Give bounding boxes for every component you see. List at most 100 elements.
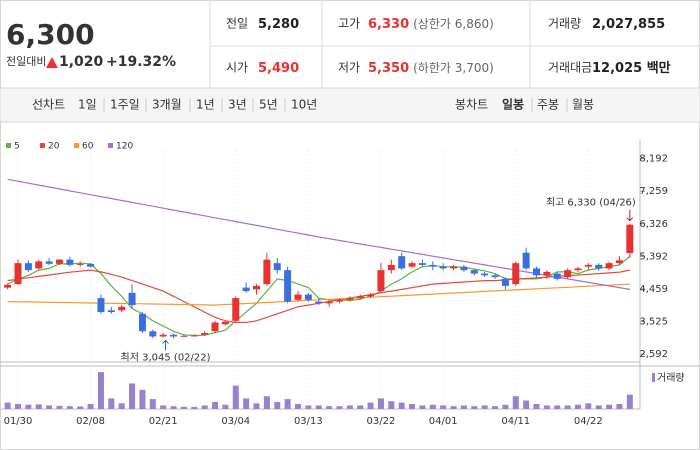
summary-number: 5,490 <box>258 61 299 76</box>
x-tick-label: 03/22 <box>367 416 396 427</box>
volume-bar <box>294 404 301 409</box>
candle-body <box>387 264 395 271</box>
candle-body <box>481 273 489 276</box>
candle-body <box>232 298 240 321</box>
volume-bar <box>543 405 550 409</box>
candle-body <box>35 261 43 269</box>
change-pct: +19.32% <box>106 54 176 70</box>
candle-body <box>584 264 592 267</box>
candle-body <box>346 298 354 300</box>
summary-value: 5,490 <box>258 61 299 76</box>
candle-body <box>242 287 250 292</box>
volume-bar <box>564 405 571 409</box>
candle-period-button[interactable]: 월봉 <box>572 98 594 112</box>
x-tick-label: 01/30 <box>4 416 33 427</box>
candle-body <box>418 263 426 265</box>
legend-label: 20 <box>48 142 60 152</box>
volume-bar <box>149 399 156 409</box>
summary-number: 5,350 <box>368 61 409 76</box>
summary-note: (상한가 6,860) <box>413 17 494 31</box>
volume-bar <box>440 405 447 409</box>
volume-bar <box>606 404 613 409</box>
volume-bar <box>118 403 125 409</box>
volume-bar <box>357 405 364 409</box>
candle-chart-label: 봉차트 <box>455 98 488 112</box>
volume-bar <box>481 405 488 409</box>
volume-bar <box>25 404 32 409</box>
volume-bar <box>367 402 374 409</box>
period-button[interactable]: 1주일 <box>110 98 140 112</box>
volume-bar <box>595 405 602 409</box>
candle-body <box>294 294 302 300</box>
y-tick-label: 7,259 <box>639 186 668 197</box>
price: 6,300 <box>6 18 95 51</box>
candle-body <box>605 263 613 269</box>
summary-label: 고가 <box>338 17 360 31</box>
summary-number: 6,330 <box>368 17 409 32</box>
volume-bar <box>108 398 115 409</box>
volume-bar <box>170 406 177 409</box>
period-button[interactable]: 5년 <box>259 98 278 112</box>
volume-legend-swatch <box>652 373 655 382</box>
candle-period-button[interactable]: 일봉 <box>502 98 524 112</box>
volume-bar <box>253 403 260 409</box>
candle-body <box>263 259 271 285</box>
volume-bar <box>419 405 426 409</box>
candle-body <box>533 268 540 276</box>
candle-body <box>149 331 157 337</box>
summary-label: 거래대금 <box>548 61 592 75</box>
candle-body <box>512 263 520 285</box>
summary-number: 12,025 백만 <box>592 60 671 76</box>
volume-bar <box>502 404 509 409</box>
line-chart-label: 선차트 <box>32 98 65 112</box>
candle-body <box>408 263 416 267</box>
summary-value: 2,027,855 <box>592 17 665 32</box>
candle-body <box>159 334 167 337</box>
candle-body <box>543 271 551 276</box>
volume-bar <box>512 396 519 409</box>
annotation-low: 최저 3,045 (02/22) <box>121 351 211 363</box>
volume-bar <box>574 404 581 409</box>
period-button[interactable]: 1일 <box>78 98 97 112</box>
y-tick-label: 3,525 <box>639 317 668 328</box>
volume-bar <box>398 402 405 409</box>
volume-bar <box>232 385 239 409</box>
volume-bar <box>129 383 136 409</box>
volume-bar <box>35 404 42 409</box>
summary-value: 5,350 (하한가 3,700) <box>368 61 494 76</box>
volume-bar <box>460 405 467 409</box>
candle-body <box>315 301 323 304</box>
volume-bar <box>326 406 333 409</box>
volume-bar <box>160 405 167 409</box>
candle-body <box>180 335 188 337</box>
candle-body <box>24 263 32 271</box>
volume-bar <box>523 400 530 409</box>
period-button[interactable]: 3개월 <box>152 98 182 112</box>
candle-period-button[interactable]: 주봉 <box>537 98 559 112</box>
period-button[interactable]: 1년 <box>196 98 215 112</box>
candle-body <box>574 268 582 271</box>
period-button[interactable]: 3년 <box>228 98 247 112</box>
volume-bar <box>626 394 633 409</box>
volume-bar <box>77 406 84 409</box>
summary-value: 5,280 <box>258 17 299 32</box>
candle-body <box>491 275 499 278</box>
volume-bar <box>336 406 343 409</box>
period-button[interactable]: 10년 <box>291 98 317 112</box>
legend-swatch <box>6 143 11 148</box>
candle-body <box>190 335 198 337</box>
candle-body <box>201 333 209 335</box>
annotation-high: 최고 6,330 (04/26) <box>546 197 636 209</box>
volume-bar <box>274 401 281 409</box>
volume-bar <box>315 405 322 409</box>
candle-body <box>398 256 406 269</box>
candle-body <box>595 264 603 269</box>
volume-bar <box>450 406 457 409</box>
x-tick-label: 02/21 <box>149 416 178 427</box>
volume-bar <box>180 406 187 409</box>
x-tick-label: 04/11 <box>501 416 530 427</box>
legend-label: 60 <box>82 142 94 152</box>
candle-body <box>170 334 178 337</box>
volume-bar <box>471 406 478 409</box>
